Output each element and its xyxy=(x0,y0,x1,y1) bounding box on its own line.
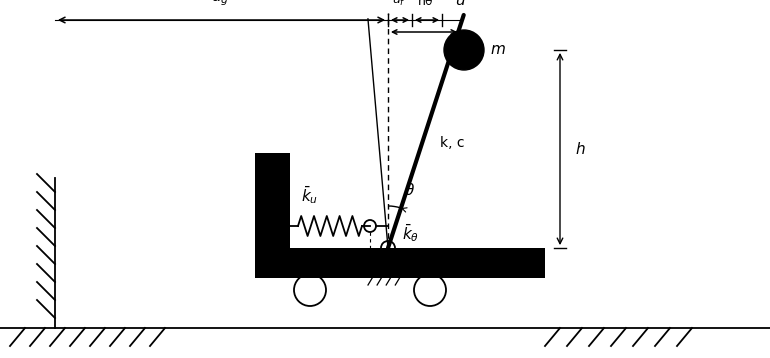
Text: θ: θ xyxy=(405,183,414,198)
Text: m: m xyxy=(490,43,505,58)
Bar xyxy=(255,248,545,278)
Text: $\bar{k}_u$: $\bar{k}_u$ xyxy=(301,184,319,206)
Text: hθ: hθ xyxy=(418,0,434,8)
Text: $u_f$: $u_f$ xyxy=(392,0,406,8)
Text: h: h xyxy=(575,141,584,156)
Text: $u_g$: $u_g$ xyxy=(211,0,229,8)
Circle shape xyxy=(444,30,484,70)
Text: $\bar{k}_\theta$: $\bar{k}_\theta$ xyxy=(402,222,420,244)
Bar xyxy=(380,269,397,275)
Text: k, c: k, c xyxy=(440,136,464,150)
Bar xyxy=(255,153,290,278)
Text: u: u xyxy=(455,0,464,8)
